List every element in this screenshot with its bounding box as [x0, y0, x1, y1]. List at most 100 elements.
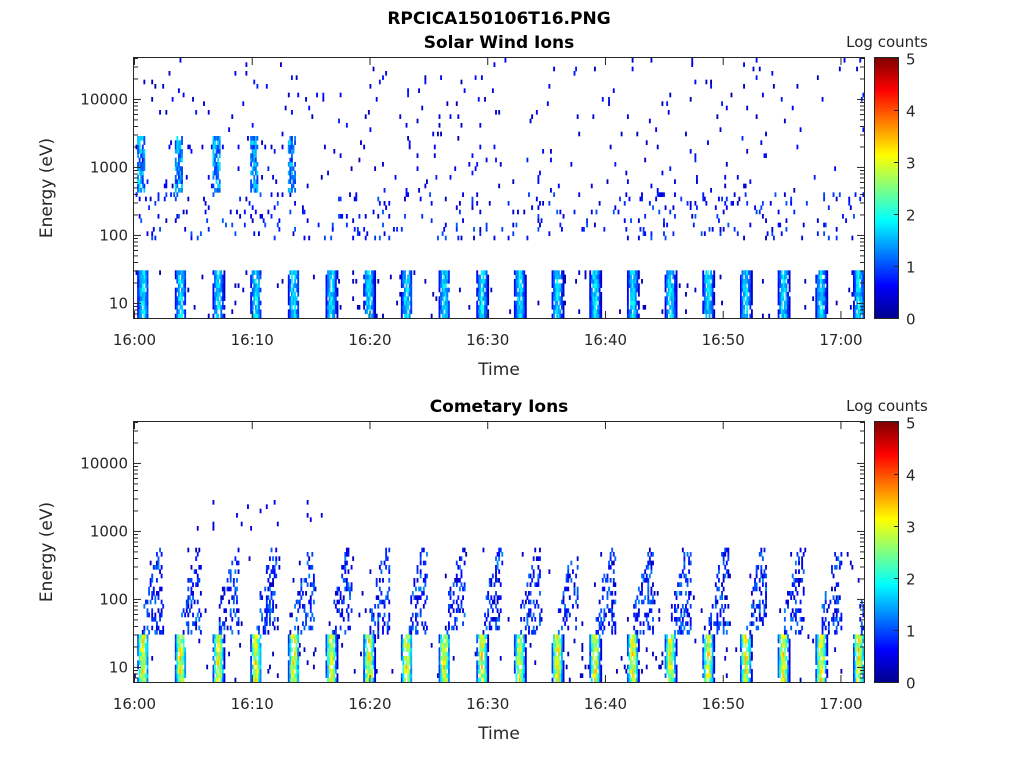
- heatmap-cell: [854, 274, 857, 280]
- heatmap-cell: [711, 283, 714, 288]
- heatmap-cell: [485, 287, 488, 293]
- heatmap-cell: [696, 205, 698, 210]
- heatmap-cell: [708, 643, 711, 648]
- heatmap-cell: [410, 664, 413, 670]
- heatmap-cell: [741, 283, 744, 288]
- heatmap-cell: [138, 183, 141, 189]
- heatmap-cell: [221, 677, 224, 683]
- heatmap-cell: [438, 309, 441, 314]
- heatmap-cell: [372, 309, 375, 314]
- heatmap-cell: [295, 651, 298, 657]
- heatmap-cell: [832, 192, 835, 197]
- heatmap-cell: [479, 305, 482, 310]
- heatmap-cell: [854, 279, 857, 284]
- heatmap-cell: [333, 664, 336, 670]
- heatmap-cell: [785, 630, 788, 635]
- heatmap-cell: [380, 599, 383, 605]
- heatmap-cell: [637, 313, 640, 319]
- heatmap-cell: [636, 669, 639, 674]
- heatmap-cell: [327, 283, 329, 288]
- heatmap-cell: [250, 162, 253, 167]
- heatmap-cell: [739, 638, 742, 644]
- heatmap-cell: [562, 664, 565, 670]
- heatmap-cell: [367, 110, 370, 115]
- heatmap-cell: [444, 573, 447, 579]
- heatmap-cell: [388, 547, 391, 553]
- heatmap-cell: [743, 305, 745, 310]
- heatmap-cell: [633, 274, 636, 280]
- heatmap-cell: [548, 84, 551, 89]
- heatmap-cell: [501, 227, 504, 232]
- heatmap-cell: [327, 664, 329, 670]
- heatmap-cell: [476, 660, 479, 665]
- heatmap-cell: [441, 664, 444, 670]
- heatmap-cell: [253, 660, 256, 665]
- heatmap-cell: [400, 656, 403, 661]
- heatmap-cell: [600, 608, 603, 613]
- heatmap-cell: [236, 599, 238, 605]
- heatmap-cell: [148, 586, 150, 592]
- heatmap-cell: [371, 673, 373, 678]
- heatmap-cell: [137, 140, 140, 145]
- heatmap-cell: [826, 287, 829, 293]
- heatmap-cell: [382, 625, 384, 631]
- heatmap-cell: [190, 231, 193, 236]
- heatmap-cell: [371, 313, 373, 319]
- heatmap-cell: [441, 660, 444, 665]
- heatmap-cell: [276, 521, 279, 527]
- heatmap-cell: [476, 287, 479, 293]
- heatmap-cell: [312, 582, 315, 587]
- heatmap-cell: [289, 296, 292, 301]
- heatmap-cell: [160, 552, 163, 557]
- heatmap-cell: [410, 677, 413, 683]
- heatmap-cell: [146, 599, 149, 605]
- heatmap-cell: [559, 313, 562, 319]
- heatmap-cell: [254, 179, 257, 184]
- heatmap-cell: [245, 196, 248, 202]
- heatmap-cell: [438, 647, 441, 652]
- heatmap-cell: [490, 617, 493, 622]
- heatmap-cell: [250, 179, 253, 184]
- heatmap-cell: [539, 170, 541, 176]
- heatmap-cell: [289, 270, 292, 275]
- heatmap-cell: [182, 283, 185, 288]
- heatmap-cell: [358, 214, 361, 219]
- heatmap-cell: [859, 58, 862, 63]
- heatmap-cell: [561, 651, 563, 657]
- heatmap-cell: [600, 617, 603, 622]
- heatmap-cell: [714, 604, 717, 609]
- heatmap-cell: [334, 591, 337, 596]
- heatmap-cell: [777, 313, 780, 319]
- heatmap-cell: [140, 677, 143, 683]
- heatmap-cell: [711, 313, 714, 319]
- heatmap-cell: [779, 305, 782, 310]
- heatmap-cell: [779, 634, 782, 639]
- heatmap-cell: [289, 170, 292, 176]
- heatmap-cell: [207, 110, 210, 115]
- heatmap-cell: [680, 625, 683, 631]
- heatmap-cell: [402, 270, 405, 275]
- heatmap-cell: [512, 222, 515, 228]
- heatmap-cell: [140, 279, 143, 284]
- heatmap-cell: [561, 599, 563, 605]
- heatmap-cell: [857, 279, 860, 284]
- heatmap-cell: [138, 309, 141, 314]
- heatmap-cell: [181, 175, 183, 180]
- heatmap-cell: [405, 188, 408, 193]
- heatmap-cell: [851, 292, 854, 297]
- heatmap-cell: [612, 560, 615, 566]
- heatmap-cell: [758, 552, 761, 557]
- heatmap-cell: [312, 274, 315, 280]
- heatmap-cell: [482, 630, 485, 635]
- heatmap-cell: [410, 660, 413, 665]
- heatmap-cell: [374, 651, 377, 657]
- heatmap-cell: [331, 673, 334, 678]
- heatmap-cell: [761, 201, 764, 206]
- heatmap-cell: [176, 166, 179, 171]
- heatmap-cell: [744, 274, 747, 280]
- heatmap-cell: [276, 673, 279, 678]
- heatmap-cell: [363, 656, 366, 661]
- heatmap-cell: [746, 300, 749, 306]
- heatmap-cell: [556, 656, 559, 661]
- heatmap-cell: [187, 578, 190, 583]
